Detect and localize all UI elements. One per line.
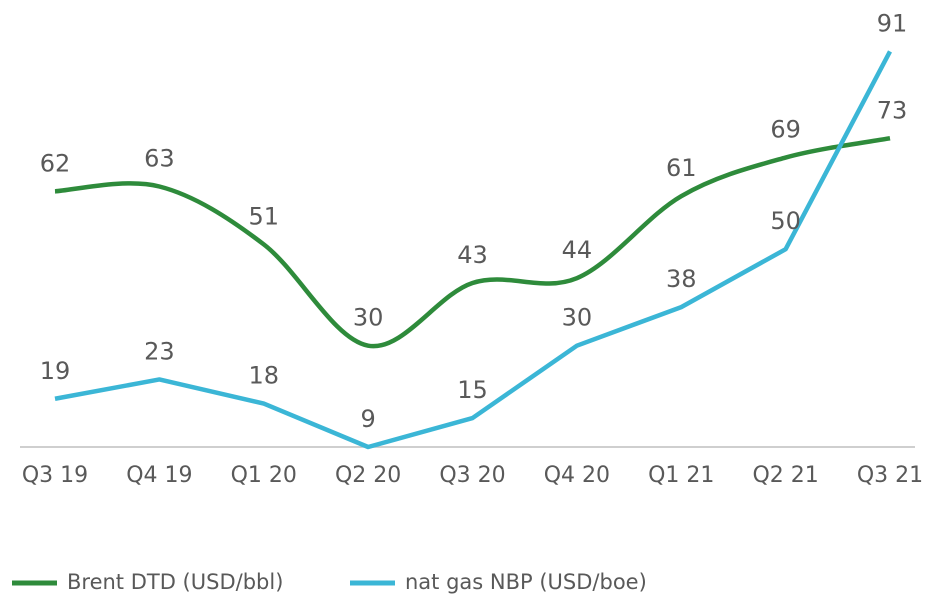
x-tick-label: Q2 21: [752, 463, 818, 488]
x-tick-label: Q3 20: [439, 463, 505, 488]
x-tick-label: Q1 21: [648, 463, 714, 488]
data-label: 69: [770, 116, 801, 144]
data-label: 18: [248, 362, 279, 390]
data-label: 91: [877, 9, 908, 37]
data-label: 19: [40, 357, 71, 385]
data-label: 43: [457, 241, 488, 269]
data-label: 73: [877, 96, 908, 124]
data-label: 23: [144, 337, 175, 365]
data-label: 62: [40, 149, 71, 177]
legend-label: nat gas NBP (USD/boe): [405, 570, 647, 594]
series-line: [54, 136, 891, 349]
data-label: 15: [457, 376, 488, 404]
data-label: 50: [770, 207, 801, 235]
x-tick-label: Q4 20: [544, 463, 610, 488]
legend-label: Brent DTD (USD/bbl): [67, 570, 283, 594]
data-label: 30: [562, 304, 593, 332]
data-label: 51: [248, 202, 279, 230]
data-label: 30: [353, 304, 384, 332]
x-tick-label: Q2 20: [335, 463, 401, 488]
series-line: [54, 50, 892, 450]
data-label: 38: [666, 265, 697, 293]
data-label: 44: [562, 236, 593, 264]
x-tick-label: Q1 20: [231, 463, 297, 488]
data-label: 63: [144, 144, 175, 172]
data-label: 9: [360, 405, 375, 433]
x-tick-label: Q4 19: [126, 463, 192, 488]
x-tick-label: Q3 19: [22, 463, 88, 488]
x-tick-label: Q3 21: [857, 463, 923, 488]
data-label: 61: [666, 154, 697, 182]
